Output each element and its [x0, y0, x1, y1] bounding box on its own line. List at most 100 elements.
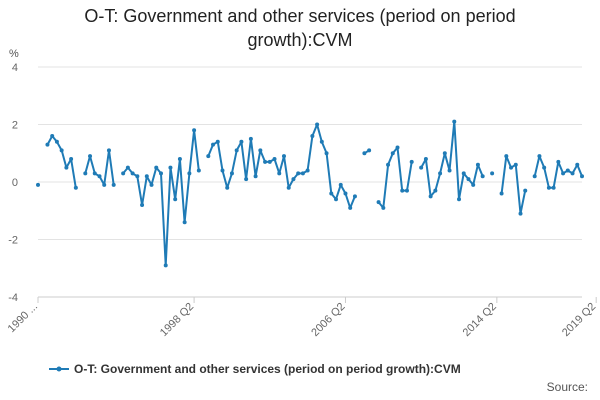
data-point [362, 151, 367, 156]
y-tick-label: 4 [12, 62, 18, 74]
data-point [97, 174, 102, 179]
data-point [248, 136, 253, 141]
data-point [447, 168, 452, 173]
data-point [187, 171, 192, 176]
data-point [490, 171, 495, 176]
data-point [499, 191, 504, 196]
data-point [504, 154, 509, 159]
series-line-segment [122, 129, 200, 267]
data-point [111, 182, 116, 187]
y-tick-label: -2 [8, 235, 18, 247]
data-point [367, 148, 372, 153]
x-axis: 1990 ... 1998 Q2 2006 Q2 2014 Q2 2019 Q2 [6, 296, 598, 339]
series-line-segment [420, 120, 484, 201]
data-point [92, 171, 97, 176]
source-label: Source: [546, 380, 588, 394]
legend-label: O-T: Government and other services (peri… [74, 362, 461, 376]
y-axis-unit-label: % [9, 48, 19, 60]
data-point [300, 171, 305, 176]
data-point [50, 134, 55, 138]
data-point [381, 205, 386, 210]
data-point [466, 177, 471, 182]
data-point [286, 185, 291, 190]
series-line-segment [207, 123, 356, 209]
data-point [102, 182, 107, 187]
data-point [45, 142, 50, 147]
x-tick-label: 2006 Q2 [309, 301, 347, 339]
data-point [338, 182, 343, 187]
data-point [220, 168, 225, 173]
data-point [263, 159, 268, 164]
data-point [144, 174, 149, 179]
data-point [239, 139, 244, 144]
data-point [433, 188, 438, 193]
data-point [88, 154, 93, 159]
data-point [173, 197, 178, 202]
data-point [182, 220, 187, 225]
data-point [475, 162, 480, 167]
data-point [177, 157, 182, 161]
data-point [518, 211, 523, 216]
x-tick-label: 2014 Q2 [461, 301, 499, 339]
data-point [546, 185, 551, 190]
data-point [452, 119, 457, 124]
data-point [158, 171, 163, 176]
data-point [395, 145, 400, 150]
data-point [423, 157, 428, 161]
data-point [329, 191, 334, 196]
data-point [130, 171, 135, 176]
data-point [319, 139, 324, 144]
grid-lines [38, 66, 582, 298]
data-point [457, 197, 462, 202]
data-point [509, 165, 514, 170]
legend: O-T: Government and other services (peri… [48, 362, 461, 376]
data-point [154, 165, 159, 170]
data-point [570, 171, 575, 176]
data-point [281, 154, 286, 159]
data-point [253, 174, 258, 179]
data-point [244, 177, 249, 182]
series-line-segment [500, 155, 527, 215]
data-point [400, 188, 405, 193]
data-point [404, 188, 409, 193]
data-point [324, 151, 329, 156]
data-point [121, 171, 126, 176]
series-line-segment [377, 146, 413, 209]
data-point [229, 171, 234, 176]
data-point [551, 185, 556, 190]
data-point [390, 151, 395, 156]
data-point [215, 139, 220, 144]
data-point [277, 171, 282, 176]
data-point [64, 165, 69, 170]
data-point [343, 191, 348, 196]
data-point [523, 188, 528, 193]
data-point [537, 154, 542, 159]
data-point [291, 177, 296, 182]
x-tick-label: 1990 ... [6, 301, 40, 335]
data-point [348, 205, 353, 210]
data-point [442, 151, 447, 156]
legend-swatch [49, 366, 69, 372]
data-point [225, 185, 230, 190]
data-point [54, 139, 59, 144]
data-point [438, 171, 443, 176]
data-point [575, 162, 580, 167]
data-point [532, 174, 537, 179]
data-point [106, 148, 111, 153]
data-point [135, 174, 140, 179]
data-point [428, 194, 433, 199]
data-point [565, 168, 570, 173]
data-point [206, 154, 211, 159]
data-point [556, 159, 561, 164]
data-point [542, 165, 547, 170]
data-point [149, 182, 154, 187]
data-point [580, 174, 584, 179]
data-point [561, 171, 566, 176]
data-point [352, 194, 357, 199]
data-point [73, 185, 78, 190]
data-point [310, 134, 315, 138]
data-point [83, 171, 88, 176]
data-point [419, 165, 424, 170]
data-point [386, 162, 391, 167]
